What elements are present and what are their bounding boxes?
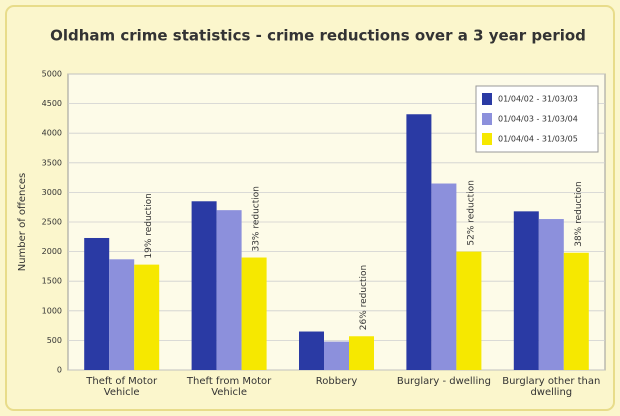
x-tick-label: Burglary other than dwelling [502,376,601,398]
legend-swatch [482,133,492,145]
bar [324,341,349,370]
legend-label: 01/04/04 - 31/03/05 [498,135,578,144]
y-tick-label: 2500 [42,218,62,227]
bar [538,219,564,370]
y-tick-label: 0 [57,366,62,375]
bar [563,252,589,370]
y-tick-label: 4500 [42,99,62,108]
legend-swatch [482,113,492,125]
annotation: 19% reduction [144,193,154,259]
legend-label: 01/04/03 - 31/03/04 [498,115,578,124]
x-tick-label: Theft from Motor Vehicle [186,376,272,398]
chart-title: Oldham crime statistics - crime reductio… [50,27,586,45]
annotation: 26% reduction [359,265,369,331]
annotation: 52% reduction [466,180,476,246]
bar [513,211,539,370]
bar [191,201,217,370]
x-tick-label: Theft of Motor Vehicle [86,376,158,398]
y-tick-label: 4000 [42,129,62,138]
bar [299,331,324,370]
y-tick-label: 2000 [42,247,62,256]
annotation: 33% reduction [252,186,262,252]
bar [406,114,432,370]
annotation: 38% reduction [574,181,584,247]
y-tick-label: 3500 [42,158,62,167]
legend-label: 01/04/02 - 31/03/03 [498,95,578,104]
y-axis-label: Number of offences [17,173,28,272]
bar [241,257,267,370]
y-tick-label: 1000 [42,306,62,315]
y-tick-label: 5000 [42,70,62,79]
y-tick-label: 500 [47,336,62,345]
x-tick-label: Robbery [315,376,358,387]
bar [84,237,110,370]
y-tick-label: 3000 [42,188,62,197]
legend-swatch [482,93,492,105]
legend-box [475,85,599,153]
x-tick-label: Burglary - dwelling [396,376,491,387]
y-tick-label: 1500 [42,277,62,286]
bar [349,336,374,370]
frame [5,5,615,411]
bar [134,264,160,370]
bar [109,259,135,370]
bar [216,210,242,370]
bar [431,183,457,370]
bar [456,251,482,370]
